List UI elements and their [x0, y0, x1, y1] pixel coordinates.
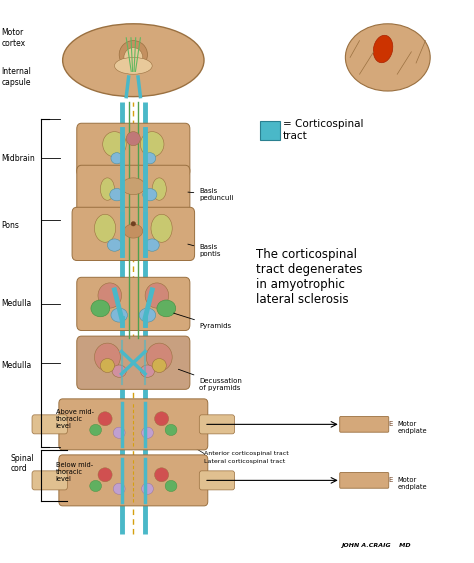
FancyBboxPatch shape: [32, 415, 67, 434]
FancyBboxPatch shape: [77, 336, 190, 390]
Ellipse shape: [90, 425, 101, 436]
Ellipse shape: [115, 57, 152, 74]
Ellipse shape: [142, 427, 154, 439]
Ellipse shape: [374, 35, 393, 62]
Ellipse shape: [98, 468, 112, 482]
Text: Pons: Pons: [1, 221, 19, 230]
Text: Basis
pedunculi: Basis pedunculi: [188, 188, 234, 201]
Ellipse shape: [146, 343, 172, 371]
Text: Anterior corticospinal tract: Anterior corticospinal tract: [204, 451, 289, 456]
Ellipse shape: [94, 215, 116, 242]
Ellipse shape: [121, 178, 145, 195]
FancyBboxPatch shape: [72, 207, 195, 261]
Ellipse shape: [145, 283, 169, 308]
Ellipse shape: [142, 483, 154, 494]
Ellipse shape: [108, 239, 121, 251]
Ellipse shape: [140, 132, 164, 157]
Text: E: E: [388, 421, 392, 427]
Text: Lateral corticospinal tract: Lateral corticospinal tract: [204, 459, 285, 464]
Text: Pyramids: Pyramids: [173, 313, 231, 329]
Ellipse shape: [94, 343, 120, 371]
FancyBboxPatch shape: [199, 415, 235, 434]
Ellipse shape: [143, 189, 157, 201]
Text: Below mid-
thoracic
level: Below mid- thoracic level: [55, 462, 93, 482]
Ellipse shape: [124, 48, 143, 67]
Text: Medulla: Medulla: [1, 361, 32, 370]
Ellipse shape: [165, 480, 177, 491]
Ellipse shape: [111, 153, 123, 164]
Text: Spinal
cord: Spinal cord: [11, 454, 35, 473]
FancyBboxPatch shape: [77, 123, 190, 176]
Ellipse shape: [110, 189, 124, 201]
Text: E: E: [388, 477, 392, 484]
FancyBboxPatch shape: [199, 471, 235, 490]
Text: Motor
endplate: Motor endplate: [397, 421, 427, 434]
FancyBboxPatch shape: [59, 455, 208, 506]
Ellipse shape: [151, 215, 172, 242]
Ellipse shape: [90, 480, 101, 491]
Ellipse shape: [119, 41, 147, 69]
FancyBboxPatch shape: [77, 278, 190, 330]
Ellipse shape: [165, 425, 177, 436]
Ellipse shape: [139, 308, 156, 322]
Text: JOHN A.CRAIG    MD: JOHN A.CRAIG MD: [341, 543, 410, 548]
Ellipse shape: [98, 283, 121, 308]
Ellipse shape: [144, 153, 156, 164]
FancyBboxPatch shape: [340, 472, 389, 488]
Ellipse shape: [124, 224, 143, 238]
Text: Motor
cortex: Motor cortex: [1, 28, 26, 47]
Ellipse shape: [155, 412, 169, 426]
FancyBboxPatch shape: [59, 399, 208, 450]
FancyBboxPatch shape: [32, 471, 67, 490]
Text: Motor
endplate: Motor endplate: [397, 477, 427, 490]
FancyBboxPatch shape: [260, 120, 280, 140]
Text: The corticospinal
tract degenerates
in amyotrophic
lateral sclerosis: The corticospinal tract degenerates in a…: [256, 248, 362, 306]
Ellipse shape: [63, 24, 204, 97]
Text: Medulla: Medulla: [1, 300, 32, 309]
Text: Internal
capsule: Internal capsule: [1, 68, 31, 87]
Ellipse shape: [152, 178, 166, 200]
FancyBboxPatch shape: [340, 417, 389, 432]
Ellipse shape: [131, 222, 136, 226]
Ellipse shape: [140, 365, 155, 377]
Text: = Corticospinal
tract: = Corticospinal tract: [283, 119, 364, 141]
Ellipse shape: [91, 300, 110, 317]
Ellipse shape: [111, 308, 128, 322]
Text: Basis
pontis: Basis pontis: [188, 244, 221, 257]
Ellipse shape: [126, 132, 140, 146]
Ellipse shape: [112, 365, 126, 377]
Text: Decussation
of pyramids: Decussation of pyramids: [178, 369, 242, 391]
Ellipse shape: [145, 239, 159, 251]
Text: Midbrain: Midbrain: [1, 154, 35, 163]
Ellipse shape: [155, 468, 169, 482]
Ellipse shape: [113, 483, 125, 494]
Ellipse shape: [98, 412, 112, 426]
Ellipse shape: [113, 427, 125, 439]
Ellipse shape: [157, 300, 176, 317]
Ellipse shape: [100, 359, 115, 373]
Ellipse shape: [346, 24, 430, 91]
Ellipse shape: [152, 359, 166, 373]
Ellipse shape: [100, 178, 115, 200]
Ellipse shape: [103, 132, 126, 157]
Text: Above mid-
thoracic
level: Above mid- thoracic level: [55, 409, 93, 429]
FancyBboxPatch shape: [77, 166, 190, 213]
